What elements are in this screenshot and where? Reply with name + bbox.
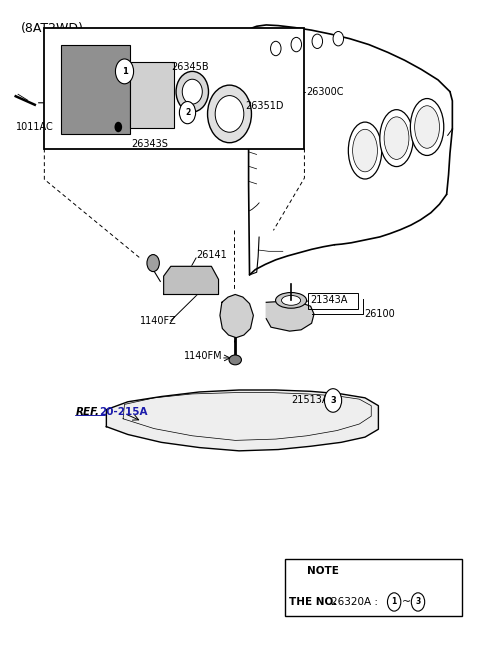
Ellipse shape bbox=[229, 355, 241, 365]
Circle shape bbox=[180, 101, 196, 124]
Bar bbox=[61, 45, 130, 133]
Ellipse shape bbox=[384, 117, 409, 160]
Bar bbox=[130, 62, 174, 128]
Text: 26351D: 26351D bbox=[245, 101, 283, 111]
Text: 26141: 26141 bbox=[196, 250, 227, 260]
Ellipse shape bbox=[176, 72, 208, 112]
Circle shape bbox=[291, 37, 301, 52]
Circle shape bbox=[324, 389, 342, 412]
Polygon shape bbox=[266, 301, 314, 331]
Text: 26345B: 26345B bbox=[171, 62, 208, 72]
Text: 1: 1 bbox=[392, 597, 397, 606]
Text: 1011AC: 1011AC bbox=[16, 122, 53, 132]
Polygon shape bbox=[220, 294, 253, 338]
Ellipse shape bbox=[281, 296, 300, 306]
Ellipse shape bbox=[215, 96, 244, 132]
Ellipse shape bbox=[380, 110, 413, 167]
Text: ~: ~ bbox=[402, 597, 411, 607]
Text: 1: 1 bbox=[121, 67, 128, 76]
Ellipse shape bbox=[353, 129, 377, 172]
Ellipse shape bbox=[207, 85, 252, 143]
Circle shape bbox=[387, 593, 401, 611]
Text: 1140FZ: 1140FZ bbox=[140, 315, 177, 326]
Text: 26300C: 26300C bbox=[306, 87, 343, 97]
Circle shape bbox=[312, 34, 323, 49]
Bar bbox=[44, 28, 304, 148]
Ellipse shape bbox=[410, 99, 444, 156]
Bar bbox=[308, 293, 359, 309]
Text: 21343A: 21343A bbox=[310, 296, 348, 306]
Ellipse shape bbox=[348, 122, 382, 179]
Circle shape bbox=[333, 32, 344, 46]
Text: 26320A :: 26320A : bbox=[331, 597, 382, 607]
Text: 26100: 26100 bbox=[364, 309, 395, 319]
Text: 26343S: 26343S bbox=[131, 139, 168, 149]
Ellipse shape bbox=[415, 106, 440, 148]
Text: 2: 2 bbox=[185, 108, 190, 117]
Text: 3: 3 bbox=[330, 396, 336, 405]
Text: (8AT2WD): (8AT2WD) bbox=[21, 22, 84, 35]
Circle shape bbox=[411, 593, 425, 611]
Text: NOTE: NOTE bbox=[307, 566, 338, 576]
Circle shape bbox=[271, 41, 281, 56]
Text: 20-215A: 20-215A bbox=[99, 407, 148, 417]
Text: 1140FM: 1140FM bbox=[184, 351, 222, 361]
Ellipse shape bbox=[276, 292, 307, 308]
Text: 3: 3 bbox=[415, 597, 420, 606]
Polygon shape bbox=[107, 390, 378, 451]
Bar bbox=[285, 559, 462, 616]
Text: REF.: REF. bbox=[75, 407, 99, 417]
Ellipse shape bbox=[182, 79, 202, 104]
Text: THE NO.: THE NO. bbox=[289, 597, 337, 607]
Circle shape bbox=[116, 59, 133, 84]
Text: 21513A: 21513A bbox=[291, 396, 329, 405]
Circle shape bbox=[115, 122, 122, 132]
Circle shape bbox=[147, 254, 159, 271]
Polygon shape bbox=[164, 266, 218, 294]
